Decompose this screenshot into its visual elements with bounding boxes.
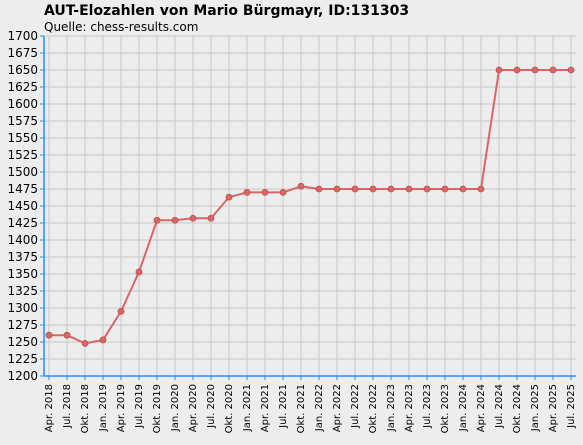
data-point bbox=[333, 185, 341, 193]
y-tick-label: 1275 bbox=[7, 318, 38, 332]
x-tick-label: Jul. 2018 bbox=[62, 384, 73, 429]
x-tick-label: Okt. 2023 bbox=[440, 384, 451, 433]
x-tick-label: Jul. 2024 bbox=[494, 384, 505, 429]
x-tick-label: Apr. 2018 bbox=[44, 384, 55, 432]
data-point bbox=[297, 182, 305, 190]
grid-lines bbox=[44, 35, 576, 377]
data-point bbox=[423, 185, 431, 193]
x-tick-label: Jul. 2023 bbox=[422, 384, 433, 429]
x-tick-label: Okt. 2021 bbox=[296, 384, 307, 433]
x-tick-label: Jan. 2023 bbox=[386, 384, 397, 432]
data-point bbox=[171, 216, 179, 224]
x-tick-label: Jan. 2024 bbox=[458, 384, 469, 432]
x-tick-label: Okt. 2022 bbox=[368, 384, 379, 433]
x-tick-label: Okt. 2018 bbox=[80, 384, 91, 433]
data-point bbox=[135, 268, 143, 276]
x-tick-label: Jul. 2021 bbox=[278, 384, 289, 429]
x-tick-label: Jan. 2020 bbox=[170, 384, 181, 432]
x-tick-label: Apr. 2023 bbox=[404, 384, 415, 432]
data-point bbox=[99, 336, 107, 344]
chart-subtitle: Quelle: chess-results.com bbox=[44, 20, 198, 34]
chart-title: AUT-Elozahlen von Mario Bürgmayr, ID:131… bbox=[44, 3, 409, 19]
x-tick-label: Apr. 2024 bbox=[476, 384, 487, 432]
y-tick-label: 1525 bbox=[7, 148, 38, 162]
data-point bbox=[477, 185, 485, 193]
y-tick-label: 1425 bbox=[7, 216, 38, 230]
data-point bbox=[351, 185, 359, 193]
data-point bbox=[441, 185, 449, 193]
y-tick-label: 1250 bbox=[7, 335, 38, 349]
data-point bbox=[261, 188, 269, 196]
x-tick-label: Apr. 2025 bbox=[548, 384, 559, 432]
data-point bbox=[531, 66, 539, 74]
x-tick-label: Apr. 2019 bbox=[116, 384, 127, 432]
data-point bbox=[81, 339, 89, 347]
data-point bbox=[549, 66, 557, 74]
y-tick-label: 1350 bbox=[7, 267, 38, 281]
x-tick-label: Okt. 2020 bbox=[224, 384, 235, 433]
data-point bbox=[189, 214, 197, 222]
y-tick-label: 1600 bbox=[7, 97, 38, 111]
y-tick-label: 1475 bbox=[7, 182, 38, 196]
data-point bbox=[117, 307, 125, 315]
x-tick-labels: Apr. 2018 Jul. 2018 Okt. 2018 Jan. 2019 Apr.… bbox=[44, 384, 577, 433]
data-point bbox=[243, 188, 251, 196]
y-tick-label: 1650 bbox=[7, 63, 38, 77]
x-tick-label: Apr. 2021 bbox=[260, 384, 271, 432]
y-tick-label: 1400 bbox=[7, 233, 38, 247]
data-point bbox=[225, 193, 233, 201]
data-point bbox=[315, 185, 323, 193]
y-tick-label: 1625 bbox=[7, 80, 38, 94]
y-tick-label: 1375 bbox=[7, 250, 38, 264]
y-tick-label: 1700 bbox=[7, 29, 38, 43]
data-point bbox=[45, 331, 53, 339]
y-tick-label: 1550 bbox=[7, 131, 38, 145]
x-tick-label: Apr. 2022 bbox=[332, 384, 343, 432]
y-tick-label: 1675 bbox=[7, 46, 38, 60]
data-point bbox=[207, 214, 215, 222]
x-tick-label: Jul. 2022 bbox=[350, 384, 361, 429]
y-tick-label: 1325 bbox=[7, 284, 38, 298]
x-tick-label: Jan. 2021 bbox=[242, 384, 253, 432]
elo-series-line bbox=[49, 69, 571, 345]
y-tick-label: 1225 bbox=[7, 352, 38, 366]
x-tick-label: Okt. 2019 bbox=[152, 384, 163, 433]
x-tick-label: Jan. 2019 bbox=[98, 384, 109, 432]
x-tick-label: Jan. 2022 bbox=[314, 384, 325, 432]
y-tick-label: 1450 bbox=[7, 199, 38, 213]
data-point bbox=[279, 188, 287, 196]
y-tick-label: 1575 bbox=[7, 114, 38, 128]
x-tick-label: Apr. 2020 bbox=[188, 384, 199, 432]
series-line bbox=[49, 69, 571, 345]
x-tick-label: Okt. 2024 bbox=[512, 384, 523, 433]
x-tick-label: Jul. 2020 bbox=[206, 384, 217, 429]
data-point bbox=[387, 185, 395, 193]
data-point bbox=[153, 216, 161, 224]
data-point bbox=[405, 185, 413, 193]
x-tick-label: Jul. 2025 bbox=[566, 384, 577, 429]
data-point bbox=[567, 66, 575, 74]
y-tick-label: 1500 bbox=[7, 165, 38, 179]
y-tick-labels: 1200 1225 1250 1275 1300 1325 1350 1375 1400 1425… bbox=[7, 29, 38, 383]
x-tick-label: Jul. 2019 bbox=[134, 384, 145, 429]
data-points bbox=[45, 66, 575, 347]
data-point bbox=[63, 331, 71, 339]
data-point bbox=[369, 185, 377, 193]
x-tick-label: Jan. 2025 bbox=[530, 384, 541, 432]
y-tick-label: 1300 bbox=[7, 301, 38, 315]
y-tick-label: 1200 bbox=[7, 369, 38, 383]
axes bbox=[40, 35, 576, 380]
data-point bbox=[459, 185, 467, 193]
data-point bbox=[513, 66, 521, 74]
data-point bbox=[495, 66, 503, 74]
